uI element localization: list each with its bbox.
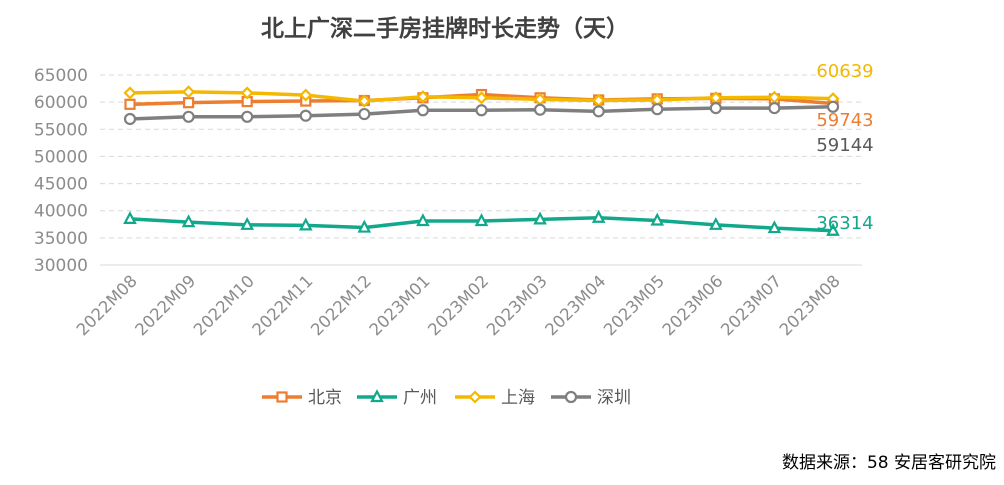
end-value-label: 59743 xyxy=(816,110,873,131)
x-tick-label: 2023M08 xyxy=(776,271,844,339)
data-point xyxy=(240,86,254,100)
data-point xyxy=(564,390,578,404)
data-point xyxy=(357,94,371,108)
data-point xyxy=(123,210,137,224)
data-point xyxy=(182,110,195,123)
x-tick-label: 2023M02 xyxy=(424,271,492,339)
data-point xyxy=(123,86,137,100)
x-tick-label: 2022M11 xyxy=(249,271,317,339)
data-point xyxy=(474,91,489,105)
data-point xyxy=(416,213,430,227)
chart-title: 北上广深二手房挂牌时长走势（天） xyxy=(261,15,629,42)
data-point xyxy=(181,214,196,228)
data-point xyxy=(767,220,782,234)
data-point xyxy=(182,85,196,99)
x-tick-label: 2022M12 xyxy=(307,271,375,339)
legend-item: 北京 xyxy=(262,388,342,408)
data-point xyxy=(826,222,840,236)
y-tick-label: 45000 xyxy=(34,175,88,195)
data-point xyxy=(533,103,547,116)
y-tick-label: 60000 xyxy=(34,93,88,113)
data-point xyxy=(533,211,547,225)
y-tick-label: 30000 xyxy=(34,256,88,276)
data-point xyxy=(768,102,781,115)
data-point xyxy=(474,213,489,227)
data-point xyxy=(468,390,482,404)
source-note: 数据来源：58 安居客研究院 xyxy=(782,453,996,473)
legend-label: 深圳 xyxy=(597,388,631,408)
data-point xyxy=(709,102,722,115)
x-tick-label: 2022M09 xyxy=(131,271,199,339)
data-point xyxy=(299,88,313,102)
end-value-label: 36314 xyxy=(816,213,873,234)
end-value-label: 60639 xyxy=(816,61,873,82)
x-tick-label: 2023M04 xyxy=(541,271,609,339)
y-tick-label: 65000 xyxy=(34,66,88,86)
x-tick-label: 2023M05 xyxy=(600,271,668,339)
y-axis-ticks: 30000 35000 40000 45000 50000 55000 60000 65000 xyxy=(34,66,88,276)
legend: 北京 广州 上海 深圳 xyxy=(262,388,631,408)
data-point xyxy=(123,112,137,126)
legend-item: 深圳 xyxy=(551,388,631,408)
data-point xyxy=(357,219,372,233)
end-value-label: 59144 xyxy=(816,135,873,156)
x-tick-label: 2023M01 xyxy=(366,271,434,339)
series-diamond xyxy=(123,85,840,108)
y-tick-label: 35000 xyxy=(34,229,88,249)
data-point xyxy=(241,110,254,123)
legend-item: 上海 xyxy=(455,388,535,408)
legend-label: 上海 xyxy=(501,388,535,408)
data-point xyxy=(651,103,664,116)
data-point xyxy=(475,104,488,117)
data-point xyxy=(124,98,136,110)
data-point xyxy=(182,97,195,109)
series-circle xyxy=(123,100,840,126)
data-point xyxy=(298,217,313,231)
data-point xyxy=(370,389,384,403)
data-point xyxy=(416,90,430,104)
data-point xyxy=(650,212,665,226)
data-point xyxy=(709,216,723,230)
x-tick-label: 2023M07 xyxy=(717,271,785,339)
data-point xyxy=(591,209,606,223)
data-point xyxy=(416,104,430,117)
end-labels: 60639 59743 59144 36314 xyxy=(816,61,873,234)
data-point xyxy=(276,391,288,403)
y-tick-label: 50000 xyxy=(34,147,88,167)
data-point xyxy=(299,109,312,122)
legend-item: 广州 xyxy=(357,388,437,408)
legend-label: 北京 xyxy=(308,388,342,408)
data-point xyxy=(358,107,371,121)
x-tick-label: 2022M08 xyxy=(73,271,141,339)
y-tick-label: 55000 xyxy=(34,120,88,140)
y-tick-label: 40000 xyxy=(34,202,88,222)
data-point xyxy=(240,216,254,230)
x-axis-ticks: 2022M082022M092022M102022M112022M122023M… xyxy=(73,271,844,339)
x-tick-label: 2023M03 xyxy=(483,271,551,339)
data-point xyxy=(592,105,605,118)
series-group xyxy=(123,85,840,236)
x-tick-label: 2022M10 xyxy=(190,271,258,339)
legend-label: 广州 xyxy=(403,388,437,408)
series-triangle xyxy=(123,209,840,236)
x-tick-label: 2023M06 xyxy=(659,271,727,339)
data-point xyxy=(826,100,840,113)
